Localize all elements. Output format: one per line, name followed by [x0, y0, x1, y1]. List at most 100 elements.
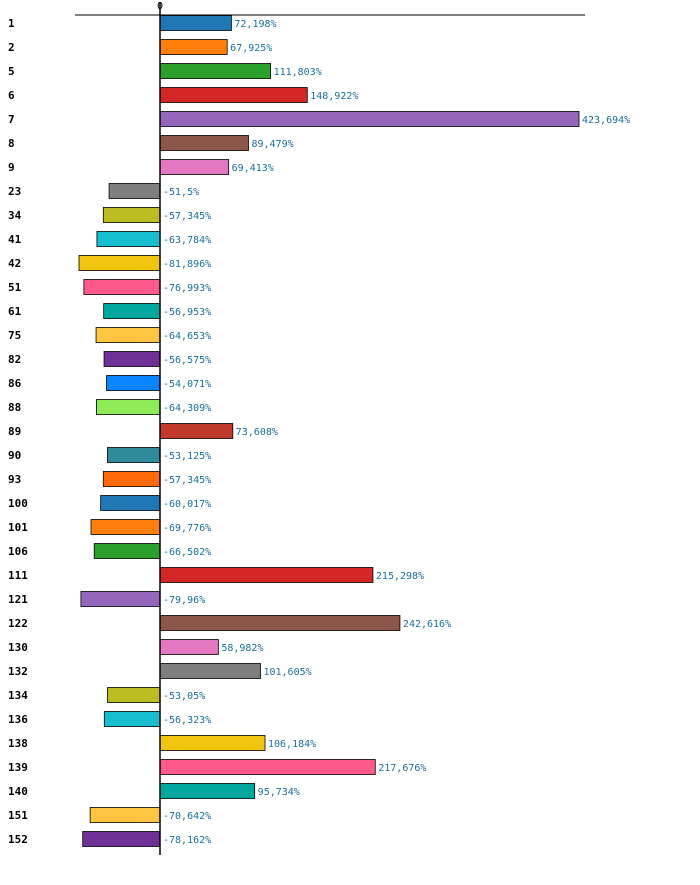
bar [93, 543, 161, 559]
value-label: -56,323% [163, 715, 211, 726]
bar [106, 375, 161, 391]
category-label: 106 [8, 545, 28, 558]
bar [107, 447, 161, 463]
category-label: 9 [8, 161, 15, 174]
bar [159, 63, 271, 79]
value-label: -56,575% [163, 355, 211, 366]
bar [107, 687, 161, 703]
bar [103, 711, 161, 727]
category-label: 139 [8, 761, 28, 774]
category-label: 140 [8, 785, 28, 798]
bar [159, 567, 374, 583]
category-label: 138 [8, 737, 28, 750]
value-label: 95,734% [258, 787, 300, 798]
category-label: 152 [8, 833, 28, 846]
bar [159, 759, 376, 775]
value-label: -64,653% [163, 331, 211, 342]
category-label: 1 [8, 17, 15, 30]
value-label: 69,413% [232, 163, 274, 174]
value-label: 215,298% [376, 571, 424, 582]
bar [90, 519, 161, 535]
category-label: 101 [8, 521, 28, 534]
category-label: 2 [8, 41, 15, 54]
bar [159, 783, 256, 799]
category-label: 111 [8, 569, 28, 582]
value-label: 67,925% [230, 43, 272, 54]
category-label: 8 [8, 137, 15, 150]
value-label: -81,896% [163, 259, 211, 270]
value-label: 72,198% [234, 19, 276, 30]
category-label: 122 [8, 617, 28, 630]
category-label: 34 [8, 209, 22, 222]
value-label: -76,993% [163, 283, 211, 294]
bar [102, 471, 161, 487]
category-label: 51 [8, 281, 22, 294]
bar [159, 159, 230, 175]
value-label: -78,162% [163, 835, 211, 846]
value-label: 217,676% [378, 763, 426, 774]
bar [100, 495, 161, 511]
value-label: -70,642% [163, 811, 211, 822]
category-label: 6 [8, 89, 15, 102]
bar [103, 351, 161, 367]
category-label: 86 [8, 377, 22, 390]
bar [159, 135, 249, 151]
category-label: 130 [8, 641, 28, 654]
value-label: -60,017% [163, 499, 211, 510]
bar [159, 87, 308, 103]
bar [96, 231, 161, 247]
value-label: -69,776% [163, 523, 211, 534]
value-label: 101,605% [263, 667, 311, 678]
value-label: -64,309% [163, 403, 211, 414]
bar [89, 807, 161, 823]
bar [102, 207, 161, 223]
category-label: 121 [8, 593, 28, 606]
bar [80, 591, 161, 607]
value-label: -57,345% [163, 475, 211, 486]
bar [95, 327, 161, 343]
bar [78, 255, 161, 271]
bar [159, 615, 401, 631]
value-label: 111,803% [274, 67, 322, 78]
bar [159, 111, 580, 127]
category-label: 132 [8, 665, 28, 678]
category-label: 89 [8, 425, 21, 438]
category-label: 23 [8, 185, 21, 198]
value-label: -66,502% [163, 547, 211, 558]
value-label: -54,071% [163, 379, 211, 390]
category-label: 42 [8, 257, 21, 270]
category-label: 75 [8, 329, 21, 342]
category-label: 134 [8, 689, 28, 702]
bar [82, 831, 161, 847]
category-label: 88 [8, 401, 21, 414]
value-label: -79,96% [163, 595, 205, 606]
value-label: 148,922% [310, 91, 358, 102]
category-label: 41 [8, 233, 22, 246]
value-label: -56,953% [163, 307, 211, 318]
category-label: 90 [8, 449, 21, 462]
bars-group: 1 72,198% 2 67,925% 5 111,803% 6 148,922% 7 423,6… [8, 15, 630, 847]
category-label: 7 [8, 113, 15, 126]
value-label: 106,184% [268, 739, 316, 750]
category-label: 136 [8, 713, 28, 726]
value-label: -53,125% [163, 451, 211, 462]
value-label: 89,479% [251, 139, 293, 150]
bar [159, 423, 234, 439]
bar [96, 399, 161, 415]
value-label: 423,694% [582, 115, 630, 126]
category-label: 82 [8, 353, 21, 366]
bar [159, 39, 228, 55]
category-label: 61 [8, 305, 22, 318]
value-label: 58,982% [221, 643, 263, 654]
category-label: 93 [8, 473, 21, 486]
value-label: -51,5% [163, 187, 199, 198]
value-label: 73,608% [236, 427, 278, 438]
bar [103, 303, 161, 319]
bar [159, 15, 232, 31]
category-label: 100 [8, 497, 28, 510]
value-label: -57,345% [163, 211, 211, 222]
value-label: 242,616% [403, 619, 451, 630]
value-label: -53,05% [163, 691, 205, 702]
category-label: 5 [8, 65, 15, 78]
